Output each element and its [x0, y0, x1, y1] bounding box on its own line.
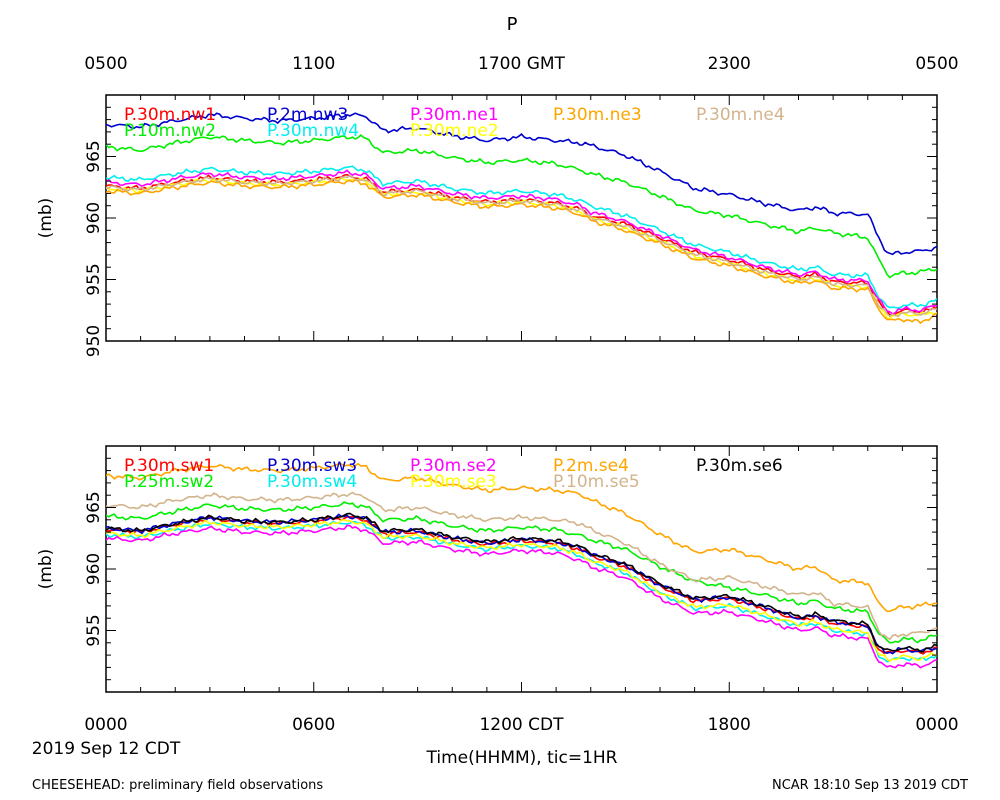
date-label: 2019 Sep 12 CDT: [32, 739, 181, 759]
series-line-p-30m-se2: [106, 524, 937, 669]
legend-label-p-2m-se4: P.2m.se4: [553, 456, 629, 476]
top-axis-tick-label: 0500: [915, 54, 958, 74]
panel-top-series: [106, 112, 937, 325]
panel-bottom-ticks: [105, 445, 938, 693]
series-line-p-2m-se4: [106, 462, 937, 613]
legend-label-p-30m-se3: P.30m.se3: [410, 472, 497, 492]
legend-label-p-30m-nw4: P.30m.nw4: [267, 121, 359, 141]
bottom-axis-tick-label: 1200 CDT: [479, 715, 564, 735]
panel-top-ylabel: (mb): [36, 198, 56, 239]
bottom-axis-tick-label: 1800: [708, 715, 751, 735]
legend-label-p-30m-sw3: P.30m.sw3: [267, 456, 357, 476]
y-tick-label: 965: [84, 140, 104, 172]
legend-label-p-30m-se2: P.30m.se2: [410, 456, 497, 476]
legend-label-p-30m-sw4: P.30m.sw4: [267, 472, 357, 492]
x-axis-label: Time(HHMM), tic=1HR: [426, 748, 618, 768]
chart-title: P: [507, 14, 518, 35]
bottom-axis-tick-label: 0000: [84, 715, 127, 735]
series-line-p-30m-sw4: [106, 520, 937, 663]
legend-label-p-30m-ne4: P.30m.ne4: [696, 105, 785, 125]
y-tick-label: 965: [84, 491, 104, 523]
legend-label-p-30m-ne1: P.30m.ne1: [410, 105, 499, 125]
series-line-p-2m-nw3: [106, 112, 937, 256]
panel-bottom: 955 960 965 P.30m.sw1 P.30m.sw3 P.30m.se2 P.2…: [36, 445, 938, 693]
panel-top-ticks: [105, 94, 938, 342]
panel-bottom-series: [106, 462, 937, 669]
y-tick-label: 950: [84, 325, 104, 357]
y-tick-label: 955: [84, 263, 104, 295]
legend-label-p-10m-se5: P.10m.se5: [553, 472, 640, 492]
top-axis-tick-label: 1700 GMT: [478, 54, 566, 74]
top-axis-tick-label: 1100: [292, 54, 335, 74]
panel-bottom-frame: [105, 445, 938, 693]
footer-right-note: NCAR 18:10 Sep 13 2019 CDT: [772, 778, 968, 793]
bottom-axis-tick-label: 0000: [915, 715, 958, 735]
series-line-p-10m-se5: [106, 491, 937, 641]
legend-label-p-10m-nw2: P.10m.nw2: [124, 121, 216, 141]
series-line-p-30m-sw3: [106, 513, 937, 655]
series-line-p-30m-se3: [106, 519, 937, 663]
top-axis-tick-label: 0500: [84, 54, 127, 74]
legend-label-p-25m-sw2: P.25m.sw2: [124, 472, 214, 492]
top-axis-tick-label: 2300: [708, 54, 751, 74]
top-axis-tick-labels: 0500 1100 1700 GMT 2300 0500: [84, 54, 958, 74]
panel-bottom-ylabel: (mb): [36, 549, 56, 590]
y-tick-label: 955: [84, 614, 104, 646]
legend-label-p-30m-sw1: P.30m.sw1: [124, 456, 214, 476]
y-tick-label: 960: [84, 202, 104, 234]
panel-top-frame: [105, 94, 938, 342]
series-line-p-10m-nw2: [106, 134, 937, 279]
legend-label-p-30m-se6: P.30m.se6: [696, 456, 783, 476]
legend-label-p-30m-nw1: P.30m.nw1: [124, 105, 216, 125]
panel-bottom-legend: P.30m.sw1 P.30m.sw3 P.30m.se2 P.2m.se4 P.30m…: [124, 456, 783, 492]
legend-label-p-30m-ne2: P.30m.ne2: [410, 121, 499, 141]
series-line-p-30m-ne1: [106, 169, 937, 315]
series-line-p-30m-nw4: [106, 165, 937, 309]
legend-label-p-30m-ne3: P.30m.ne3: [553, 105, 642, 125]
legend-label-p-2m-nw3: P.2m.nw3: [267, 105, 348, 125]
series-line-p-25m-sw2: [106, 501, 937, 644]
bottom-axis-tick-label: 0600: [292, 715, 335, 735]
panel-bottom-ytick-labels: 955 960 965: [84, 491, 104, 646]
bottom-axis-tick-labels: 0000 0600 1200 CDT 1800 0000: [84, 715, 958, 735]
series-line-p-30m-ne4: [106, 174, 937, 318]
y-tick-label: 960: [84, 553, 104, 585]
series-line-p-30m-ne2: [106, 177, 937, 320]
series-line-p-30m-se6: [106, 512, 937, 653]
panel-top-legend: P.30m.nw1 P.2m.nw3 P.30m.ne1 P.30m.ne3 P.30m…: [124, 105, 785, 141]
panel-top-ytick-labels: 950 955 960 965: [84, 140, 104, 357]
footer-left-note: CHEESEHEAD: preliminary field observatio…: [32, 778, 323, 793]
